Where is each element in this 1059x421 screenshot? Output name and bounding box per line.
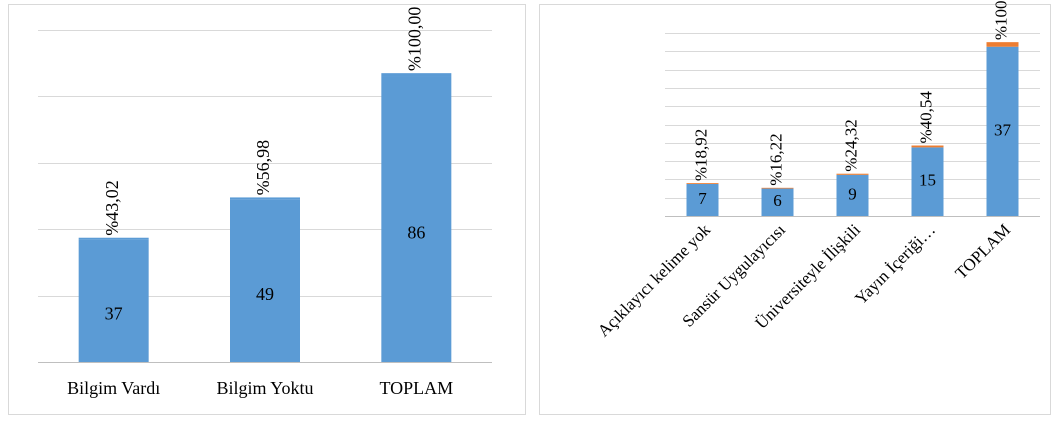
bar xyxy=(230,197,300,200)
value-label: 86 xyxy=(407,222,425,242)
bar xyxy=(836,174,869,216)
value-label: %24,32 xyxy=(841,119,860,171)
x-tick-label: TOPLAM xyxy=(379,378,453,398)
value-label: 37 xyxy=(105,304,123,324)
bar xyxy=(381,76,452,362)
bar xyxy=(911,145,944,148)
bar xyxy=(686,183,719,216)
value-label: 9 xyxy=(848,184,857,203)
value-label: 15 xyxy=(919,171,936,190)
bar xyxy=(686,183,719,184)
bar xyxy=(911,147,944,216)
bar xyxy=(986,46,1019,216)
x-tick-label: Bilgim Vardı xyxy=(67,378,160,398)
bar xyxy=(78,237,149,240)
value-label: 7 xyxy=(698,189,707,208)
value-label: %16,22 xyxy=(766,133,785,185)
value-label: %18,92 xyxy=(691,129,710,181)
value-label: %56,98 xyxy=(253,140,273,196)
value-label: 37 xyxy=(994,120,1012,139)
bar xyxy=(78,239,149,362)
value-label: %100,00 xyxy=(991,0,1010,40)
value-label: %40,54 xyxy=(916,91,935,144)
value-label: %100,00 xyxy=(404,7,424,72)
value-label: 6 xyxy=(773,191,782,210)
bar xyxy=(230,199,300,362)
bar xyxy=(761,188,794,216)
bar xyxy=(381,73,452,77)
bar xyxy=(836,173,869,175)
value-label: %43,02 xyxy=(102,180,122,235)
x-tick-label: Bilgim Yoktu xyxy=(216,378,313,398)
value-label: 49 xyxy=(256,284,274,304)
bar xyxy=(761,187,794,189)
bar xyxy=(986,42,1019,47)
right-panel xyxy=(539,4,1051,415)
